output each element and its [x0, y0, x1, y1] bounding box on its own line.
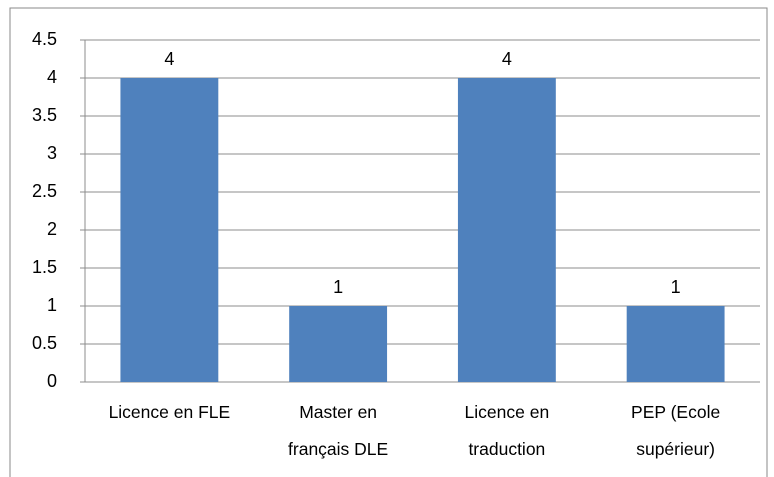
y-tick-label: 2.5 [32, 181, 57, 201]
y-tick-label: 0.5 [32, 333, 57, 353]
bar [457, 78, 556, 382]
y-tick-label: 1.5 [32, 257, 57, 277]
x-tick-label: Licence en FLE [108, 402, 231, 422]
x-tick-label: Master en français DLE [288, 402, 389, 459]
y-tick-label: 0 [47, 371, 57, 391]
data-label: 1 [333, 277, 343, 297]
y-tick-label: 4 [47, 67, 57, 87]
y-tick-label: 3.5 [32, 105, 57, 125]
chart-border [9, 7, 768, 477]
bar [120, 78, 219, 382]
bar [626, 306, 725, 382]
y-tick-label: 1 [47, 295, 57, 315]
x-tick-label: PEP (Ecole supérieur) [631, 402, 721, 459]
data-label: 1 [671, 277, 681, 297]
y-tick-label: 4.5 [32, 29, 57, 49]
data-label: 4 [502, 49, 512, 69]
y-tick-label: 2 [47, 219, 57, 239]
data-label: 4 [164, 49, 174, 69]
x-tick-label: Licence en traduction [464, 402, 550, 459]
y-tick-label: 3 [47, 143, 57, 163]
bar [289, 306, 388, 382]
